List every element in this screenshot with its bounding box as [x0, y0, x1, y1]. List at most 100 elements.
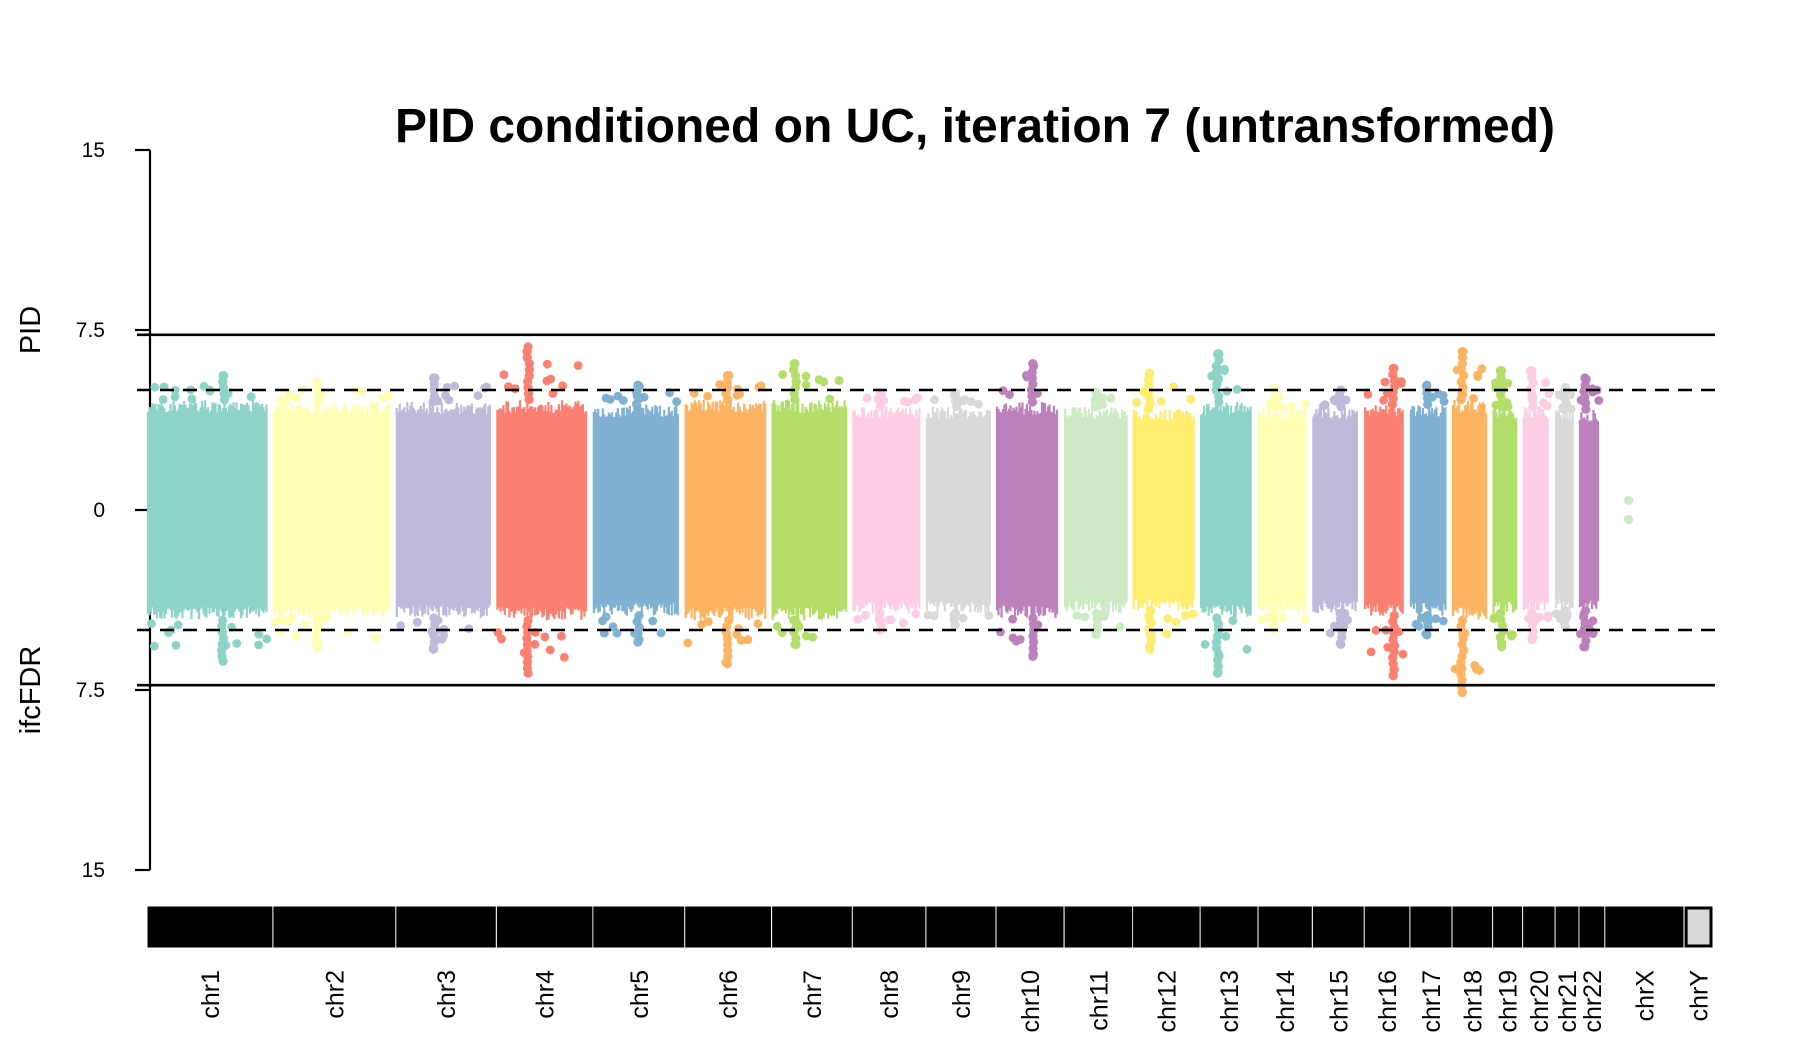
point: [357, 387, 366, 397]
chr-label-chr18: chr18: [1459, 970, 1487, 1033]
point: [1411, 619, 1421, 629]
y-tick-label-1: 7.5: [76, 319, 105, 342]
chr-label-chr15: chr15: [1325, 970, 1353, 1033]
point: [312, 642, 322, 652]
threshold-lines: [137, 333, 1715, 687]
point: [542, 359, 552, 369]
point: [1507, 631, 1516, 641]
y-tick-label-3: 7.5: [76, 679, 105, 702]
point: [814, 375, 824, 384]
point: [736, 635, 746, 645]
point: [1624, 515, 1634, 525]
point: [497, 634, 506, 644]
point-cloud: [1451, 399, 1488, 620]
point: [1388, 671, 1398, 681]
point: [1422, 380, 1432, 390]
point: [1580, 642, 1590, 652]
series-chr2: [270, 378, 393, 652]
point: [1008, 633, 1018, 643]
point: [262, 634, 272, 644]
point: [998, 386, 1008, 396]
series-chr14: [1257, 383, 1310, 635]
point: [601, 393, 611, 403]
point: [254, 629, 264, 639]
point-cloud: [592, 404, 679, 616]
point: [790, 639, 800, 650]
point: [428, 644, 439, 654]
point: [613, 391, 623, 401]
point: [801, 631, 811, 641]
point: [292, 393, 301, 403]
series-chr3: [395, 373, 491, 654]
point: [170, 392, 180, 402]
point: [1539, 398, 1549, 408]
point: [1015, 635, 1025, 644]
point: [173, 620, 183, 630]
ideogram-chr19: [1493, 906, 1523, 948]
series-chr7: [771, 359, 848, 650]
point: [1213, 668, 1223, 678]
chr-label-chr13: chr13: [1216, 970, 1244, 1033]
y-ticks: 15 7.5 0 7.5 15: [76, 139, 150, 882]
point-cloud: [1522, 406, 1549, 613]
point: [499, 370, 509, 379]
point: [703, 617, 713, 626]
point: [1544, 389, 1554, 399]
point: [1008, 614, 1017, 624]
point: [801, 371, 811, 381]
point-cloud: [272, 402, 391, 618]
point: [573, 361, 583, 370]
chr-label-chr5: chr5: [626, 970, 654, 1019]
point: [158, 395, 168, 404]
point: [232, 639, 242, 648]
point: [187, 394, 197, 404]
point-cloud: [146, 399, 268, 620]
point: [825, 394, 835, 404]
point: [1594, 396, 1604, 405]
point-cloud: [684, 399, 767, 621]
series-chr5: [592, 380, 681, 647]
series-chr4: [493, 342, 587, 678]
point: [930, 395, 939, 405]
point: [974, 399, 983, 409]
point: [1028, 651, 1038, 662]
point: [778, 370, 788, 379]
point: [170, 386, 180, 395]
point-cloud: [1064, 406, 1128, 613]
point: [1221, 632, 1231, 641]
point: [540, 632, 550, 642]
point: [450, 381, 459, 391]
point: [284, 617, 294, 626]
point-cloud: [1312, 407, 1358, 613]
series-chrX: [1624, 495, 1634, 525]
point: [1232, 385, 1242, 394]
chr-label-chr2: chr2: [321, 970, 349, 1019]
series-chr9: [923, 387, 994, 630]
point: [412, 617, 422, 627]
series-chr22: [1576, 373, 1604, 652]
point: [1541, 378, 1550, 387]
point: [735, 389, 744, 399]
point: [1336, 639, 1346, 650]
chr-label-chr20: chr20: [1526, 970, 1554, 1033]
point: [1300, 399, 1309, 408]
series-chr16: [1363, 363, 1408, 681]
point: [1162, 629, 1171, 638]
chr-label-chr12: chr12: [1153, 970, 1181, 1033]
point: [254, 640, 263, 650]
point: [753, 619, 763, 629]
point: [1380, 377, 1390, 387]
point: [697, 619, 706, 629]
ideogram-chr11: [1064, 906, 1133, 948]
ideogram-chr9: [926, 906, 996, 948]
point: [273, 616, 283, 626]
point: [530, 640, 540, 649]
point: [772, 621, 782, 631]
point: [559, 652, 569, 662]
point: [862, 393, 872, 403]
series-chr1: [146, 371, 272, 666]
point: [1325, 628, 1335, 638]
point: [808, 632, 818, 642]
point: [1398, 649, 1408, 659]
point: [715, 380, 724, 389]
